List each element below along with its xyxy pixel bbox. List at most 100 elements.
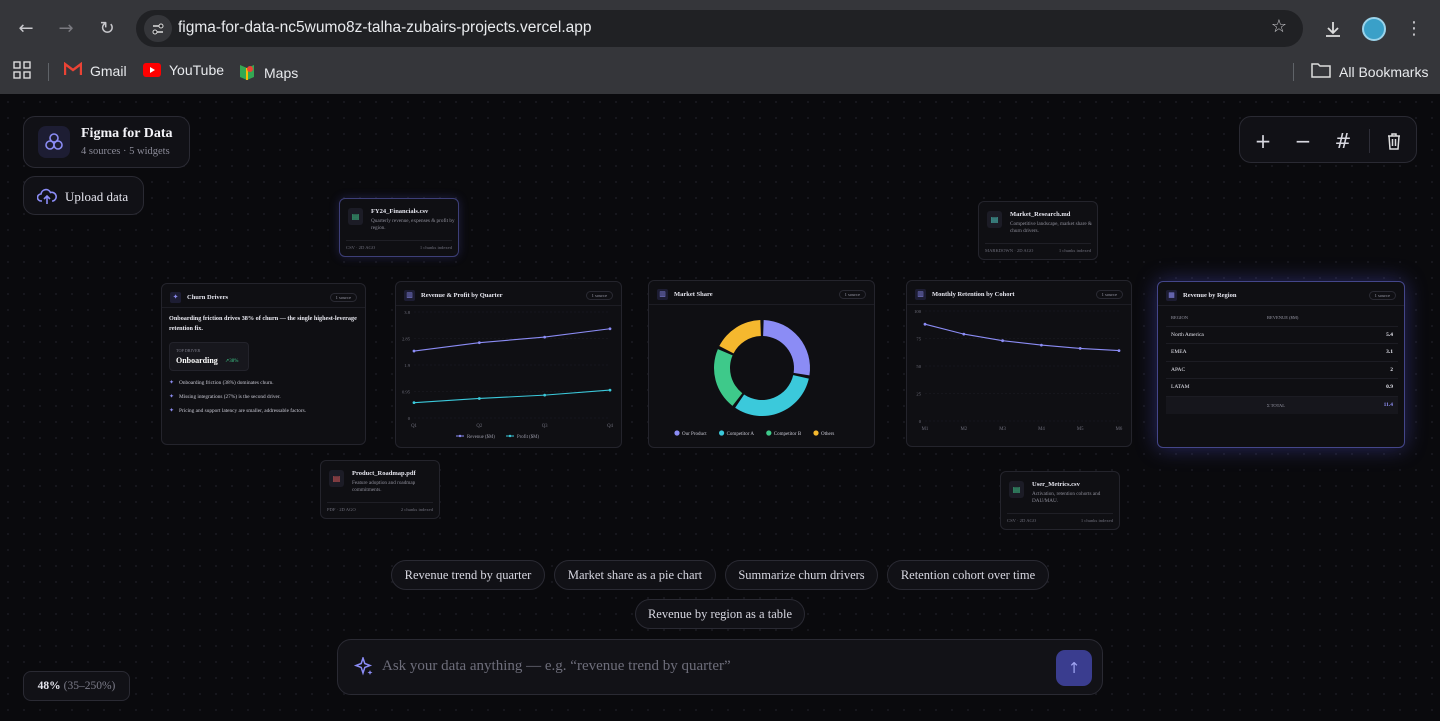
- pie-slice: [763, 320, 810, 376]
- source-card[interactable]: ▤ Product_Roadmap.pdf Feature adoption a…: [320, 460, 440, 519]
- ask-input-bar[interactable]: Ask your data anything — e.g. “revenue t…: [337, 639, 1103, 695]
- x-tick-label: M3: [999, 427, 1006, 432]
- legend-label: Our Product: [682, 432, 707, 437]
- bookmark-maps[interactable]: Maps: [238, 62, 298, 83]
- x-tick-label: M1: [922, 427, 929, 432]
- x-tick-label: Q2: [476, 424, 482, 429]
- source-badge: 1 source: [1368, 290, 1396, 300]
- table-row: North America 5.4: [1166, 325, 1398, 344]
- list-item: ✦ Pricing and support latency are smaller…: [169, 407, 307, 414]
- data-point: [608, 327, 612, 331]
- data-point: [412, 349, 416, 353]
- suggestion-chip[interactable]: Retention cohort over time: [887, 560, 1049, 590]
- source-badge: 1 source: [1095, 289, 1123, 299]
- churn-drivers-widget[interactable]: ✦ Churn Drivers 1 source Onboarding fricti…: [161, 283, 366, 445]
- suggestion-chip[interactable]: Revenue by region as a table: [635, 599, 805, 629]
- churn-summary: Onboarding friction drives 38% of churn …: [169, 315, 357, 332]
- browser-chrome: ← → ↻ figma-for-data-nc5wumo8z-talha-zub…: [0, 0, 1440, 94]
- data-point: [608, 388, 612, 392]
- bookmarks-bar: Gmail YouTube Maps All Bookmarks: [0, 56, 1440, 94]
- y-tick-label: 50: [916, 364, 921, 369]
- gmail-icon: [63, 61, 83, 79]
- x-tick-label: M4: [1038, 427, 1045, 432]
- y-tick-label: 0: [408, 416, 411, 421]
- legend-label: Profit ($M): [517, 435, 539, 440]
- ask-input[interactable]: Ask your data anything — e.g. “revenue t…: [382, 658, 731, 674]
- zoom-in-button[interactable]: +: [1254, 129, 1272, 153]
- back-icon[interactable]: ←: [18, 17, 34, 39]
- x-tick-label: M2: [960, 427, 967, 432]
- divider: [48, 63, 49, 81]
- suggestion-chip[interactable]: Market share as a pie chart: [554, 560, 716, 590]
- series-line: [413, 389, 611, 404]
- suggestion-chip[interactable]: Revenue trend by quarter: [391, 560, 545, 590]
- legend-swatch: [766, 430, 772, 436]
- menu-icon[interactable]: ⋮: [1405, 17, 1423, 39]
- series-line: [413, 328, 611, 352]
- site-settings-icon[interactable]: [144, 15, 172, 42]
- all-bookmarks[interactable]: All Bookmarks: [1311, 62, 1428, 81]
- address-bar[interactable]: figma-for-data-nc5wumo8z-talha-zubairs-p…: [136, 10, 1303, 47]
- legend-label: Competitor A: [727, 432, 755, 437]
- data-point: [1078, 347, 1082, 350]
- retention-widget[interactable]: ▥ Monthly Retention by Cohort 1 source 0 25…: [906, 280, 1132, 447]
- source-card[interactable]: ▤ User_Metrics.csv Activation, retention…: [1000, 471, 1120, 530]
- source-card[interactable]: ▤ Market_Research.md Competitive landsca…: [978, 201, 1098, 260]
- file-icon: ▤: [987, 211, 1002, 228]
- y-tick-label: 1.9: [404, 363, 410, 368]
- list-item: ✦ Onboarding friction (38%) dominates chu…: [169, 379, 274, 386]
- source-badge: 1 source: [585, 290, 613, 300]
- revenue-line-chart: 0 0.95 1.9 2.85 3.8 Q1 Q2 Q3 Q4 Revenue ($M) Profi…: [402, 310, 614, 440]
- chart-icon: ▥: [404, 289, 415, 301]
- download-icon[interactable]: [1319, 15, 1347, 43]
- upload-data-button[interactable]: Upload data: [23, 176, 144, 215]
- table-total-row: Σ TOTAL 11.4: [1166, 395, 1398, 414]
- data-canvas[interactable]: Figma for Data 4 sources · 5 widgets Upl…: [0, 94, 1440, 721]
- data-point: [412, 401, 416, 405]
- sparkle-icon: ✦: [170, 291, 181, 303]
- legend-label: Others: [821, 432, 834, 437]
- apps-icon[interactable]: [8, 56, 36, 84]
- forward-icon[interactable]: →: [58, 17, 74, 39]
- y-tick-label: 0: [919, 419, 922, 424]
- grid-icon[interactable]: #: [1334, 129, 1352, 153]
- zoom-out-button[interactable]: −: [1294, 129, 1312, 153]
- market-share-donut-chart: Our Product Competitor A Competitor B Other…: [674, 320, 834, 437]
- chart-icon: ▥: [915, 288, 926, 300]
- star-icon[interactable]: ☆: [1270, 16, 1287, 37]
- retention-line-chart: 0 25 50 75 100 M1 M2 M3 M4 M5 M6: [914, 309, 1123, 432]
- data-point: [543, 393, 547, 397]
- data-point: [477, 397, 481, 400]
- x-tick-label: Q1: [411, 424, 417, 429]
- source-badge: 1 source: [838, 289, 866, 299]
- profile-avatar[interactable]: [1362, 17, 1386, 41]
- table-row: EMEA 3.1: [1166, 343, 1398, 361]
- legend-label: Revenue ($M): [467, 435, 495, 440]
- revenue-profit-widget[interactable]: ▥ Revenue & Profit by Quarter 1 source 0 0.…: [395, 281, 622, 448]
- bookmark-youtube[interactable]: YouTube: [143, 62, 224, 78]
- url-text[interactable]: figma-for-data-nc5wumo8z-talha-zubairs-p…: [178, 19, 592, 36]
- data-point: [1040, 343, 1043, 347]
- file-icon: ▤: [1009, 481, 1024, 498]
- revenue-by-region-widget[interactable]: ▦ Revenue by Region 1 source REGION REVENUE…: [1157, 281, 1405, 448]
- trash-icon[interactable]: [1381, 128, 1407, 154]
- divider: [1293, 63, 1294, 81]
- source-card[interactable]: ▤ FY24_Financials.csv Quarterly revenue,…: [339, 198, 459, 257]
- bookmark-gmail[interactable]: Gmail: [63, 61, 127, 79]
- canvas-toolbar: + − #: [1239, 116, 1417, 163]
- data-point: [543, 335, 547, 339]
- y-tick-label: 25: [916, 392, 921, 397]
- legend-swatch: [719, 430, 725, 436]
- app-name: Figma for Data: [81, 126, 173, 141]
- data-point: [1001, 339, 1004, 343]
- legend-label: Competitor B: [774, 432, 802, 437]
- y-tick-label: 0.95: [402, 390, 411, 395]
- pie-slice: [719, 320, 761, 354]
- series-line: [924, 323, 1120, 352]
- send-button[interactable]: ↑: [1056, 650, 1092, 686]
- market-share-widget[interactable]: ▥ Market Share 1 source Our Product Competi…: [648, 280, 875, 448]
- legend-swatch: [813, 430, 819, 436]
- suggestion-chip[interactable]: Summarize churn drivers: [725, 560, 878, 590]
- reload-icon[interactable]: ↻: [99, 17, 115, 39]
- pie-slice: [735, 375, 809, 416]
